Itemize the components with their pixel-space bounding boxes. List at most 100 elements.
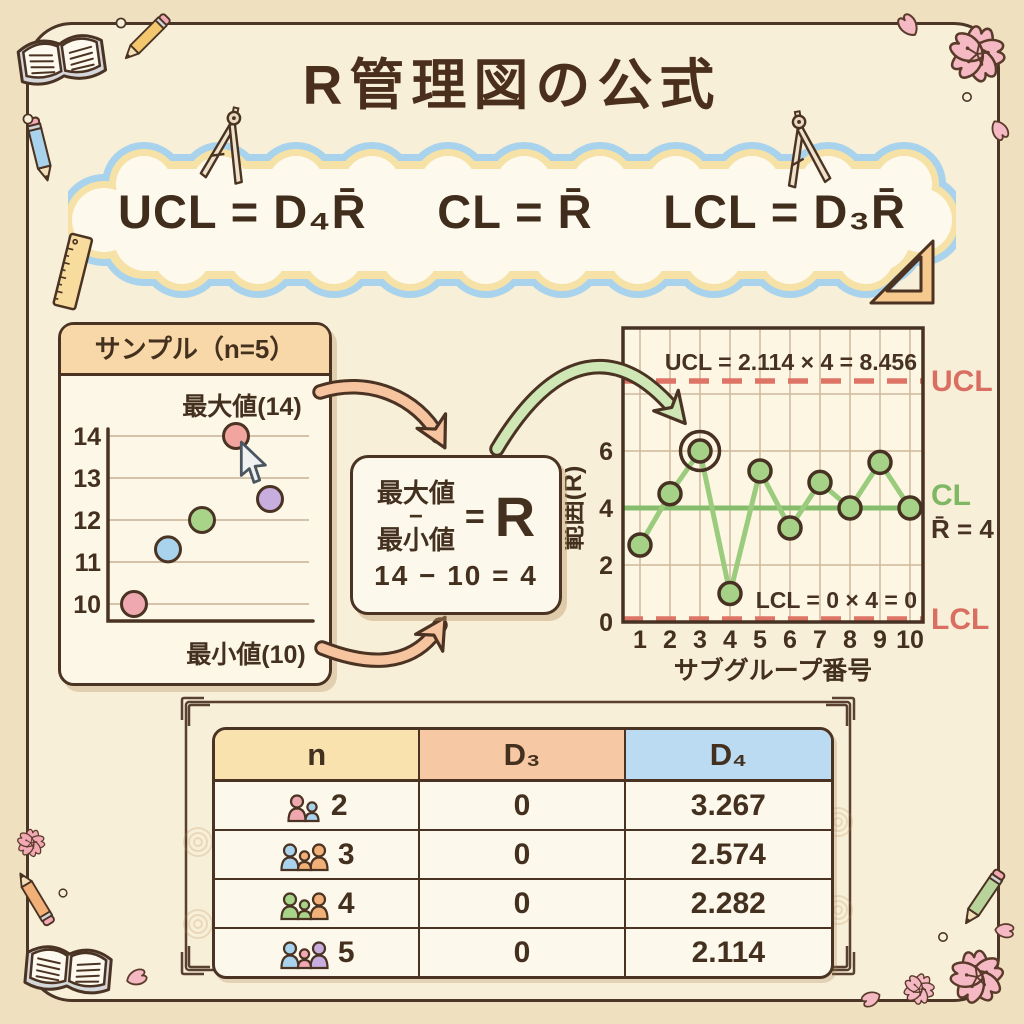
- cell-d4: 3.267: [625, 782, 831, 831]
- page-title: R管理図の公式: [302, 54, 722, 116]
- constants-table: n D₃ D₄ 2 0 3.267 3 0 2.574 4 0 2.282 5 0 2.114: [212, 727, 834, 979]
- formula-cloud-banner: [68, 142, 956, 298]
- constants-table-body: 2 0 3.267 3 0 2.574 4 0 2.282 5 0 2.114: [215, 782, 831, 976]
- lcl-label: LCL: [931, 603, 989, 636]
- person-glyph: [280, 940, 300, 969]
- range-data-point: [717, 580, 743, 607]
- sample-data-point: [154, 535, 182, 564]
- chart-xtick-label: 7: [813, 626, 827, 654]
- cloud-fill: [72, 156, 952, 284]
- scatter-ytick-label: 13: [73, 465, 101, 493]
- table-row: 2 0 3.267: [215, 782, 831, 831]
- table-header-0: n: [215, 730, 421, 782]
- table-row: 5 0 2.114: [215, 929, 831, 976]
- cell-n: 4: [215, 880, 421, 929]
- formula-lcl: LCL = D₃R̄: [663, 185, 906, 238]
- person-glyph: [309, 891, 329, 920]
- lcl-annotation: LCL = 0 × 4 = 0: [756, 587, 917, 613]
- cell-d4: 2.282: [625, 880, 831, 929]
- n-value: 3: [337, 837, 355, 871]
- range-data-point: [747, 458, 773, 484]
- cursor-icon: [239, 440, 267, 484]
- range-data-point: [777, 515, 803, 541]
- formula-banner: UCL = D₄R̄ CL = R̄ LCL = D₃R̄: [118, 184, 906, 239]
- range-data-point: [627, 532, 653, 558]
- cell-d4: 2.574: [625, 831, 831, 880]
- person-glyph: [309, 940, 329, 969]
- people-icon: [280, 842, 329, 871]
- chart-xtick-label: 1: [633, 626, 647, 654]
- cell-n: 5: [215, 929, 421, 976]
- cell-d3: 0: [420, 831, 626, 880]
- formula-cl: CL = R̄: [437, 185, 593, 238]
- people-icon: [287, 793, 320, 822]
- chart-xtick-label: 8: [843, 626, 857, 654]
- range-result-symbol: R: [494, 484, 536, 548]
- cell-n: 2: [215, 782, 421, 831]
- scatter-ytick-label: 12: [73, 507, 101, 535]
- person-glyph: [304, 800, 320, 822]
- chart-xlabel: サブグループ番号: [674, 656, 873, 685]
- range-denominator: 最小値: [376, 524, 455, 555]
- table-row: 4 0 2.282: [215, 880, 831, 929]
- scatter-ytick-label: 10: [73, 591, 101, 619]
- person-glyph: [296, 898, 312, 920]
- range-formula-box: 最大値 − 最小値 = R 14 − 10 = 4: [350, 455, 562, 615]
- range-data-point: [687, 438, 713, 464]
- range-calculation: 14 − 10 = 4: [374, 559, 538, 591]
- people-icon: [280, 891, 329, 920]
- cell-d3: 0: [420, 782, 626, 831]
- cell-d3: 0: [420, 929, 626, 976]
- table-row: 3 0 2.574: [215, 831, 831, 880]
- ucl-annotation: UCL = 2.114 × 4 = 8.456: [665, 349, 917, 375]
- range-series-line: [637, 448, 913, 596]
- chart-xtick-label: 6: [783, 626, 797, 654]
- min-value-label: 最小値(10): [186, 641, 306, 669]
- range-data-point: [837, 495, 863, 521]
- person-glyph: [296, 849, 312, 871]
- frame-corner-ornaments: [180, 696, 856, 976]
- n-value: 5: [337, 935, 355, 969]
- chart-ytick-label: 0: [599, 609, 613, 637]
- sample-scatter-chart: 14 13 12 11 10: [73, 422, 315, 623]
- person-glyph: [287, 793, 307, 822]
- n-value: 4: [337, 886, 355, 920]
- range-data-point: [807, 469, 833, 496]
- sample-data-point: [256, 485, 284, 513]
- scatter-ytick-label: 11: [75, 549, 102, 577]
- n-value: 2: [330, 788, 348, 822]
- cell-d3: 0: [420, 880, 626, 929]
- chart-xtick-label: 3: [693, 626, 707, 654]
- range-numerator: 最大値: [376, 478, 455, 509]
- range-data-point: [657, 481, 683, 507]
- chart-ytick-label: 6: [599, 438, 613, 466]
- chart-border: [621, 326, 925, 624]
- chart-xtick-label: 5: [753, 626, 767, 654]
- ucl-label: UCL: [931, 365, 993, 398]
- cl-label: CL: [931, 479, 971, 512]
- table-header-2: D₄: [625, 730, 831, 782]
- range-equals-sign: =: [464, 497, 485, 536]
- chart-ylabel: 範囲(R): [565, 466, 587, 551]
- chart-ytick-label: 4: [599, 495, 613, 523]
- cell-n: 3: [215, 831, 421, 880]
- max-value-label: 最大値(14): [182, 393, 302, 421]
- people-icon: [280, 940, 329, 969]
- constants-table-header: n D₃ D₄: [215, 730, 831, 782]
- rbar-value-label: R̄ = 4: [931, 514, 994, 544]
- r-control-chart: UCL = 2.114 × 4 = 8.456 LCL = 0 × 4 = 0 UC…: [565, 326, 994, 685]
- range-formula: 最大値 − 最小値 = R: [376, 478, 536, 555]
- chart-ytick-label: 2: [599, 552, 613, 580]
- scatter-ytick-label: 14: [73, 423, 101, 451]
- person-glyph: [280, 842, 300, 871]
- table-header-1: D₃: [420, 730, 626, 782]
- sample-panel-header: サンプル（n=5）: [61, 325, 329, 376]
- sample-data-point: [120, 590, 148, 618]
- range-data-point: [897, 495, 923, 521]
- chart-xtick-label: 2: [663, 626, 677, 654]
- person-glyph: [309, 842, 329, 871]
- chart-xtick-label: 10: [896, 626, 924, 654]
- cell-d4: 2.114: [691, 935, 766, 969]
- person-glyph: [296, 947, 312, 969]
